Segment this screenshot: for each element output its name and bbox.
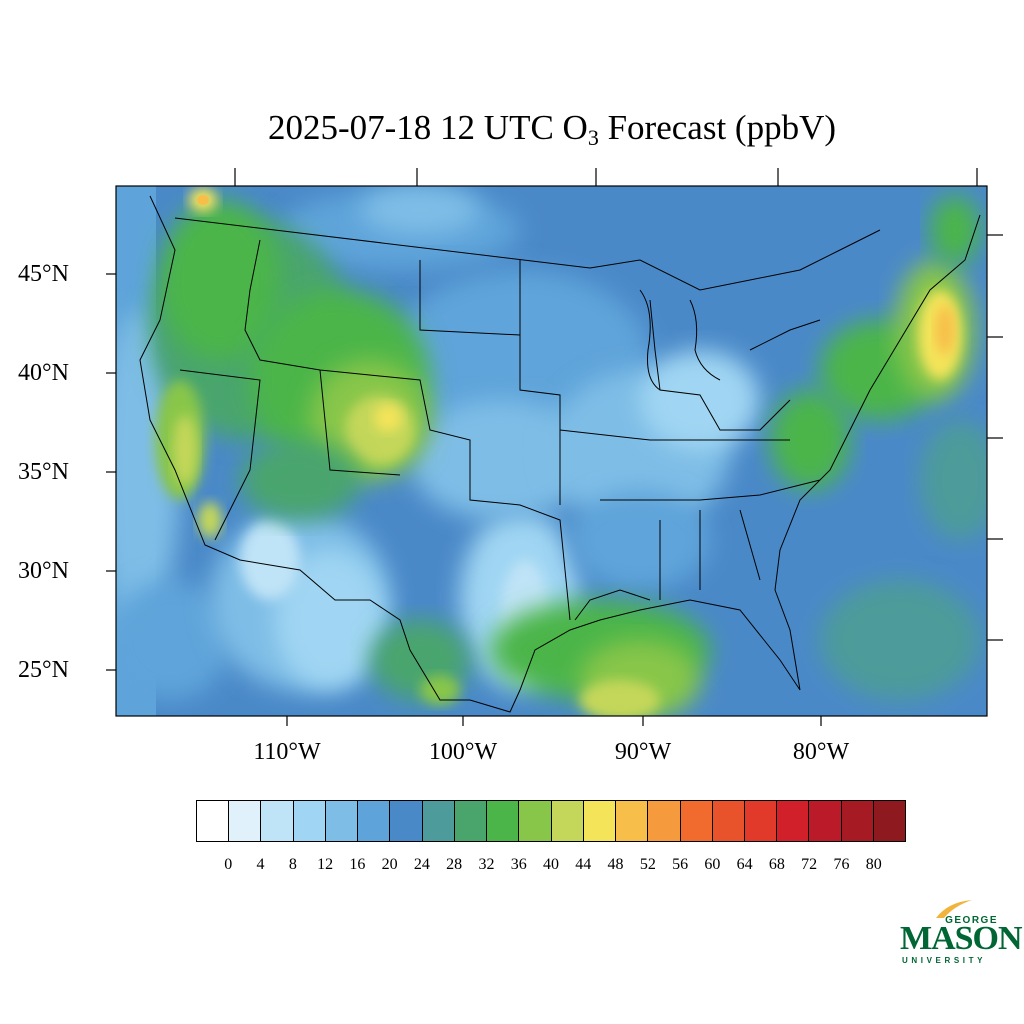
title-subscript: 3 — [587, 125, 599, 150]
colorbar-box — [454, 801, 488, 841]
colorbar-box — [680, 801, 713, 841]
colorbar-box — [648, 801, 681, 841]
colorbar-box — [841, 801, 874, 841]
colorbar-box — [519, 801, 552, 841]
colorbar-label: 36 — [510, 856, 527, 873]
logo-bottom-text: UNIVERSITY — [902, 956, 987, 965]
colorbar-box — [325, 801, 359, 841]
colorbar-label: 32 — [478, 856, 495, 873]
swoosh-icon — [936, 900, 972, 918]
colorbar-label: 12 — [317, 856, 334, 873]
colorbar-box — [487, 801, 520, 841]
colorbar-label: 40 — [543, 856, 559, 873]
logo-top-text: GEORGE — [945, 915, 998, 926]
colorbar-label: 20 — [381, 856, 398, 873]
gmu-logo: GEORGE MASON UNIVERSITY — [898, 898, 1023, 970]
colorbar-label: 68 — [768, 856, 785, 873]
map-frame — [115, 185, 988, 717]
colorbar-label: 80 — [865, 856, 882, 873]
colorbar-box — [293, 801, 326, 841]
colorbar-label: 28 — [446, 856, 463, 873]
lat-label-25n: 25°N — [18, 657, 69, 683]
colorbar-box — [229, 801, 262, 841]
logo-main-text: MASON — [900, 920, 1023, 957]
colorbar-label: 60 — [704, 856, 721, 873]
colorbar-box — [422, 801, 455, 841]
colorbar-box — [583, 801, 617, 841]
colorbar-label: 56 — [672, 856, 689, 873]
lon-label-100w: 100°W — [428, 739, 498, 765]
colorbar-box — [261, 801, 294, 841]
colorbar-box — [616, 801, 649, 841]
colorbar-box — [197, 801, 230, 841]
colorbar-box — [873, 801, 906, 841]
boundaries — [139, 195, 981, 713]
colorbar-box — [809, 801, 842, 841]
colorbar-label: 48 — [607, 856, 624, 873]
colorbar-label: 76 — [833, 856, 850, 873]
title-prefix: 2025-07-18 12 UTC O — [268, 108, 588, 147]
colorbar — [196, 800, 906, 842]
colorbar-box — [358, 801, 391, 841]
colorbar-box — [744, 801, 778, 841]
lat-label-30n: 30°N — [18, 558, 69, 584]
colorbar-label: 44 — [575, 856, 592, 873]
colorbar-label: 52 — [639, 856, 656, 873]
colorbar-label: 24 — [413, 856, 430, 873]
lat-label-35n: 35°N — [18, 459, 69, 485]
colorbar-box — [777, 801, 810, 841]
map-title: 2025-07-18 12 UTC O3 Forecast (ppbV) — [0, 108, 1024, 151]
lon-label-110w: 110°W — [253, 739, 321, 765]
colorbar-label: 64 — [736, 856, 753, 873]
axis-ticks — [106, 168, 1003, 726]
lon-label-90w: 90°W — [614, 739, 672, 765]
colorbar-label: 4 — [256, 856, 265, 873]
title-suffix: Forecast (ppbV) — [598, 108, 836, 147]
colorbar-label: 0 — [224, 856, 233, 873]
ozone-field — [116, 186, 987, 716]
colorbar-label: 72 — [801, 856, 818, 873]
colorbar-box — [712, 801, 745, 841]
lat-label-40n: 40°N — [18, 360, 69, 386]
colorbar-box — [551, 801, 584, 841]
colorbar-label: 8 — [288, 856, 297, 873]
lon-label-80w: 80°W — [792, 739, 850, 765]
colorbar-label: 16 — [349, 856, 366, 873]
lat-label-45n: 45°N — [18, 261, 69, 287]
colorbar-box — [390, 801, 423, 841]
